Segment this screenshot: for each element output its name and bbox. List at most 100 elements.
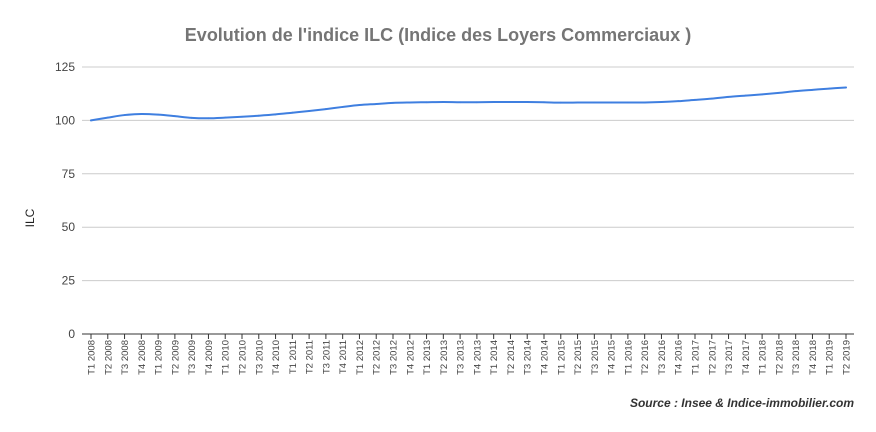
x-tick-label: T2 2019 [842, 340, 853, 375]
data-point [190, 116, 193, 119]
data-point [408, 101, 411, 104]
data-point [90, 119, 92, 122]
data-point [173, 115, 176, 118]
data-point [291, 111, 294, 114]
data-point [744, 94, 747, 97]
data-point [694, 98, 696, 101]
x-tick-label: T2 2009 [170, 340, 181, 375]
x-tick-label: T1 2014 [489, 340, 500, 375]
y-tick-label: 100 [55, 113, 75, 127]
x-tick-label: T2 2016 [640, 340, 651, 375]
x-tick-label: T2 2018 [774, 340, 785, 375]
x-tick-label: T2 2011 [305, 340, 316, 374]
data-point [140, 113, 143, 115]
x-tick-label: T3 2008 [120, 340, 131, 375]
x-tick-label: T1 2019 [825, 340, 836, 375]
data-point [593, 101, 596, 104]
data-point [626, 101, 629, 104]
data-point [392, 101, 394, 104]
x-tick-label: T3 2012 [389, 340, 400, 375]
source-note: Source : Insee & Indice-immobilier.com [630, 396, 854, 410]
x-tick-label: T3 2015 [590, 340, 601, 375]
data-point [828, 87, 831, 90]
data-point [794, 90, 797, 93]
x-axis-ticks: T1 2008 T2 2008 T3 2008 T4 2008 T1 2009 T2 20… [87, 334, 853, 375]
x-tick-label: T4 2016 [674, 340, 685, 375]
data-point [459, 101, 462, 104]
x-tick-label: T4 2009 [204, 340, 215, 375]
x-tick-label: T4 2017 [741, 340, 752, 375]
x-tick-label: T4 2010 [271, 340, 282, 375]
x-tick-label: T1 2011 [288, 340, 299, 374]
x-tick-label: T4 2013 [472, 340, 483, 375]
x-tick-label: T1 2017 [691, 340, 702, 375]
y-tick-label: 50 [62, 220, 76, 234]
data-point [509, 101, 512, 103]
x-tick-label: T1 2009 [154, 340, 165, 375]
data-point [106, 116, 109, 119]
x-tick-label: T2 2010 [238, 340, 249, 375]
x-tick-label: T3 2016 [657, 340, 668, 375]
data-point [543, 101, 545, 104]
data-point [761, 93, 764, 96]
data-point [257, 114, 260, 117]
data-point [341, 106, 344, 108]
x-tick-label: T2 2015 [573, 340, 584, 375]
x-tick-label: T1 2015 [556, 340, 567, 375]
data-point [845, 86, 847, 89]
data-point [207, 117, 210, 120]
data-point [811, 88, 814, 91]
x-tick-label: T1 2010 [221, 340, 232, 375]
x-tick-label: T2 2008 [103, 340, 114, 375]
x-tick-label: T1 2018 [758, 340, 769, 375]
y-tick-label: 25 [62, 274, 76, 288]
x-tick-label: T2 2012 [372, 340, 383, 375]
data-point [308, 110, 311, 112]
x-tick-label: T4 2014 [540, 340, 551, 375]
chart-title: Evolution de l'indice ILC (Indice des Lo… [185, 25, 691, 45]
x-tick-label: T1 2016 [623, 340, 634, 375]
data-point [727, 96, 730, 98]
data-point [224, 116, 227, 119]
x-tick-label: T4 2011 [338, 340, 349, 374]
data-point [241, 115, 243, 118]
data-point [358, 104, 361, 106]
x-tick-label: T2 2014 [506, 340, 517, 375]
x-tick-label: T3 2009 [187, 340, 198, 375]
y-axis-label: ILC [23, 208, 37, 227]
x-tick-label: T3 2013 [456, 340, 467, 375]
y-axis-ticks: 0 25 50 75 100 125 [55, 60, 75, 341]
x-tick-label: T3 2018 [791, 340, 802, 375]
data-point [526, 101, 529, 103]
y-tick-label: 125 [55, 60, 75, 74]
data-point [157, 113, 160, 116]
data-point [492, 101, 495, 103]
x-tick-label: T1 2013 [422, 340, 433, 375]
x-tick-label: T3 2017 [724, 340, 735, 375]
series-line-ilc [90, 86, 847, 122]
gridlines [82, 66, 854, 282]
data-point [324, 108, 327, 110]
x-tick-label: T1 2008 [87, 340, 98, 375]
x-tick-label: T1 2012 [355, 340, 366, 375]
y-tick-label: 75 [62, 167, 76, 181]
data-point [643, 101, 646, 104]
data-point [710, 97, 713, 100]
series-group [90, 86, 847, 122]
data-point [425, 101, 428, 104]
data-point [559, 101, 562, 104]
data-point [375, 103, 378, 105]
data-point [442, 101, 445, 103]
x-tick-label: T4 2015 [607, 340, 618, 375]
x-tick-label: T4 2008 [137, 340, 148, 375]
data-point [677, 100, 680, 103]
data-point [475, 101, 478, 104]
y-tick-label: 0 [68, 327, 75, 341]
x-tick-label: T3 2010 [254, 340, 265, 375]
data-point [576, 101, 579, 104]
x-tick-label: T3 2011 [321, 340, 332, 374]
x-tick-label: T2 2013 [439, 340, 450, 375]
x-tick-label: T4 2018 [808, 340, 819, 375]
data-point [777, 91, 780, 94]
